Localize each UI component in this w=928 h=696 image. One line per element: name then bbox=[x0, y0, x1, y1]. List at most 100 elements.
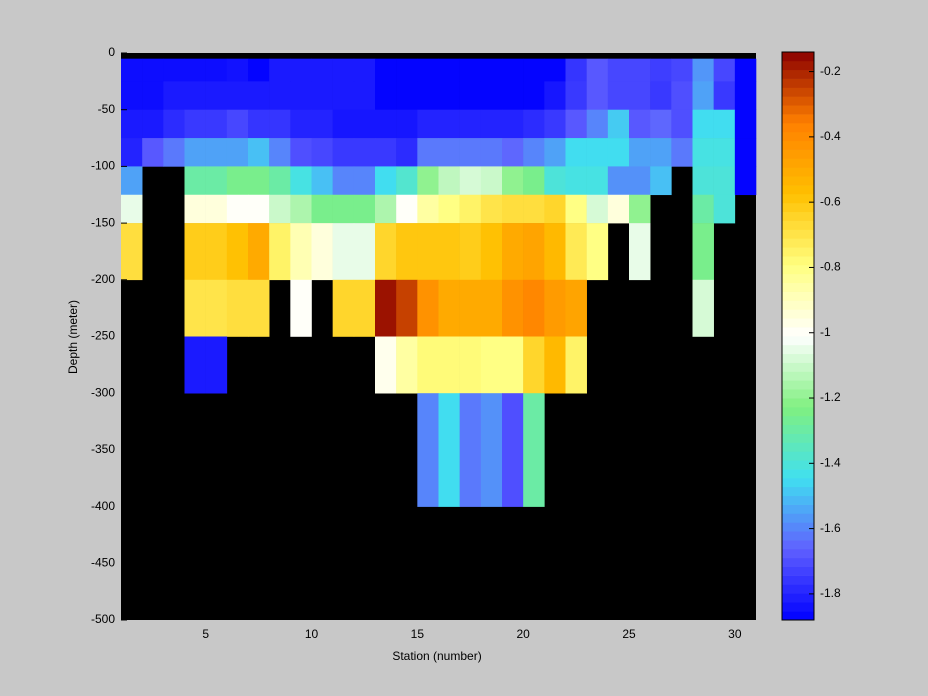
heatmap-cell bbox=[502, 223, 524, 281]
heatmap-cell bbox=[544, 58, 566, 82]
heatmap-cell bbox=[586, 166, 609, 196]
heatmap-cell bbox=[269, 194, 291, 224]
heatmap-cell bbox=[544, 194, 566, 224]
heatmap-cell bbox=[692, 279, 714, 337]
heatmap-cell bbox=[396, 279, 418, 337]
colorbar-segment bbox=[782, 211, 814, 221]
heatmap-cell bbox=[353, 109, 376, 139]
heatmap-cell bbox=[607, 109, 630, 139]
heatmap-cell bbox=[607, 58, 630, 82]
colorbar-segment bbox=[782, 513, 814, 523]
colorbar-segment bbox=[782, 353, 814, 363]
y-tick-label: -200 bbox=[91, 272, 115, 286]
heatmap-cell bbox=[438, 166, 460, 196]
heatmap-cell bbox=[353, 81, 376, 110]
heatmap-cell bbox=[375, 58, 397, 82]
heatmap-cell bbox=[671, 81, 693, 110]
colorbar-segment bbox=[782, 265, 814, 275]
heatmap-cell bbox=[417, 109, 439, 139]
heatmap-cell bbox=[353, 223, 376, 281]
heatmap-cell bbox=[629, 166, 651, 196]
heatmap-cell bbox=[417, 138, 439, 167]
heatmap-cell bbox=[205, 279, 228, 337]
heatmap-cell bbox=[417, 194, 439, 224]
heatmap-cell bbox=[523, 279, 545, 337]
heatmap-cell bbox=[375, 194, 397, 224]
heatmap-cell bbox=[713, 138, 736, 167]
colorbar-segment bbox=[782, 611, 814, 621]
colorbar-segment bbox=[782, 407, 814, 417]
heatmap-cell bbox=[121, 194, 143, 224]
heatmap-cell bbox=[607, 194, 630, 224]
x-tick-label: 10 bbox=[305, 627, 319, 641]
heatmap-cell bbox=[459, 393, 482, 507]
colorbar-segment bbox=[782, 451, 814, 461]
heatmap-cell bbox=[311, 109, 333, 139]
heatmap-cell bbox=[205, 223, 228, 281]
heatmap-cell bbox=[565, 109, 587, 139]
heatmap-cell bbox=[396, 81, 418, 110]
heatmap-cell bbox=[650, 138, 672, 167]
colorbar-segment bbox=[782, 540, 814, 550]
heatmap-cell bbox=[142, 138, 164, 167]
heatmap-cell bbox=[353, 279, 376, 337]
colorbar-segment bbox=[782, 478, 814, 488]
heatmap-cell bbox=[248, 58, 270, 82]
heatmap-cell bbox=[502, 58, 524, 82]
heatmap-cell bbox=[121, 58, 143, 82]
x-tick-label: 30 bbox=[728, 627, 742, 641]
heatmap-cell bbox=[713, 81, 736, 110]
heatmap-cell bbox=[184, 279, 206, 337]
colorbar-segment bbox=[782, 176, 814, 186]
colorbar-segment bbox=[782, 442, 814, 452]
heatmap-cell bbox=[692, 138, 714, 167]
heatmap-cell bbox=[375, 109, 397, 139]
heatmap-cell bbox=[184, 166, 206, 196]
colorbar-segment bbox=[782, 158, 814, 168]
heatmap-cell bbox=[629, 58, 651, 82]
heatmap-cell bbox=[607, 81, 630, 110]
heatmap-cell bbox=[459, 138, 482, 167]
heatmap-cell bbox=[226, 81, 249, 110]
colorbar-segment bbox=[782, 69, 814, 79]
heatmap-cell bbox=[163, 81, 185, 110]
heatmap-cell bbox=[713, 194, 736, 224]
heatmap-cell bbox=[692, 58, 714, 82]
colorbar-segment bbox=[782, 149, 814, 159]
x-axis-label: Station (number) bbox=[392, 649, 481, 663]
y-tick-label: -400 bbox=[91, 499, 115, 513]
heatmap-cell bbox=[586, 58, 609, 82]
heatmap-cell bbox=[544, 223, 566, 281]
heatmap-cell bbox=[480, 81, 503, 110]
heatmap-cell bbox=[163, 138, 185, 167]
heatmap-cell bbox=[734, 109, 757, 139]
heatmap-cell bbox=[480, 109, 503, 139]
heatmap-cell bbox=[438, 109, 460, 139]
heatmap-cell bbox=[459, 81, 482, 110]
heatmap-cell bbox=[523, 166, 545, 196]
heatmap-cell bbox=[121, 138, 143, 167]
heatmap-cell bbox=[544, 81, 566, 110]
heatmap-cell bbox=[692, 166, 714, 196]
heatmap-cell bbox=[586, 223, 609, 281]
colorbar-segment bbox=[782, 398, 814, 408]
heatmap-cell bbox=[332, 109, 355, 139]
colorbar-segment bbox=[782, 362, 814, 372]
heatmap-cell bbox=[332, 166, 355, 196]
colorbar-segment bbox=[782, 318, 814, 328]
colorbar-tick-label: -1.2 bbox=[820, 390, 841, 404]
heatmap-cell bbox=[332, 194, 355, 224]
heatmap-cell bbox=[396, 58, 418, 82]
heatmap-cell bbox=[375, 223, 397, 281]
heatmap-cell bbox=[523, 194, 545, 224]
heatmap-cell bbox=[205, 81, 228, 110]
heatmap-cell bbox=[269, 223, 291, 281]
heatmap-cell bbox=[523, 58, 545, 82]
heatmap-cell bbox=[290, 138, 312, 167]
heatmap-cell bbox=[713, 109, 736, 139]
heatmap-cell bbox=[184, 81, 206, 110]
heatmap-cell bbox=[692, 81, 714, 110]
heatmap-cell bbox=[417, 279, 439, 337]
colorbar-segment bbox=[782, 424, 814, 434]
